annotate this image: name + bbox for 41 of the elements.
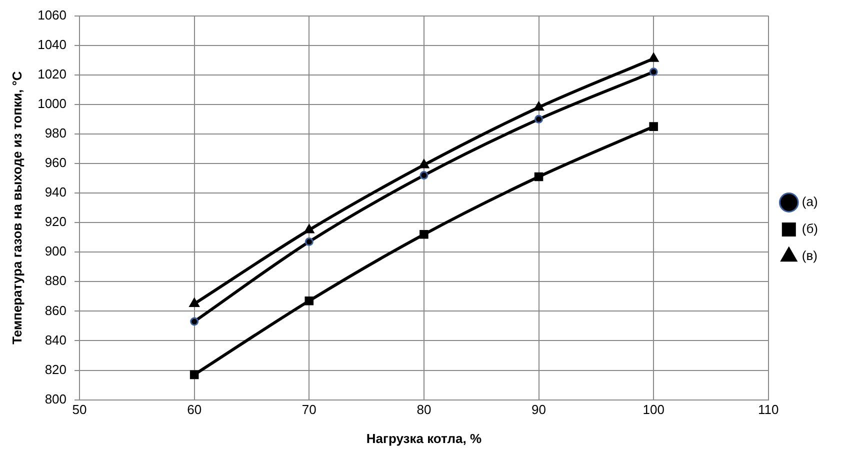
y-tick-label: 820: [44, 362, 67, 377]
x-tick-label: 80: [416, 402, 432, 418]
x-tick-label: 100: [642, 402, 664, 418]
point: [190, 317, 199, 326]
y-tick-label: 1000: [38, 96, 67, 111]
point: [420, 171, 428, 180]
point: [304, 296, 314, 306]
point: [649, 122, 658, 131]
point: [534, 101, 544, 111]
point: [534, 172, 544, 182]
y-tick-label: 960: [44, 155, 67, 170]
point: [648, 52, 659, 62]
point: [534, 114, 544, 124]
y-tick-label: 880: [44, 273, 67, 288]
point: [304, 224, 314, 234]
point: [420, 230, 428, 239]
y-tick-label: 980: [44, 126, 67, 141]
x-tick-label: 50: [72, 402, 87, 418]
x-axis-title: Нагрузка котла, %: [366, 430, 482, 446]
x-tick-label: 90: [532, 402, 546, 418]
x-tick-label: 60: [187, 402, 202, 418]
y-tick-label: 1020: [38, 66, 67, 82]
y-axis-title: Температура газов на выходе из топки, °C: [9, 70, 24, 344]
point: [189, 298, 200, 308]
y-tick-label: 940: [44, 184, 67, 200]
y-tick-label: 1040: [38, 36, 67, 52]
legend-label: (б): [802, 221, 818, 236]
legend-label: (в): [802, 248, 818, 264]
y-tick-label: 800: [44, 391, 67, 406]
y-tick-label: 1060: [38, 7, 67, 22]
point: [649, 68, 658, 76]
point: [418, 158, 430, 168]
y-tick-label: 840: [44, 332, 67, 348]
y-tick-label: 900: [44, 244, 67, 259]
point: [304, 238, 314, 246]
y-tick-label: 860: [44, 302, 67, 318]
point: [190, 370, 199, 380]
x-tick-label: 110: [758, 402, 779, 418]
x-tick-label: 70: [302, 402, 316, 418]
legend-label: (а): [802, 194, 818, 210]
y-tick-label: 920: [44, 214, 67, 230]
